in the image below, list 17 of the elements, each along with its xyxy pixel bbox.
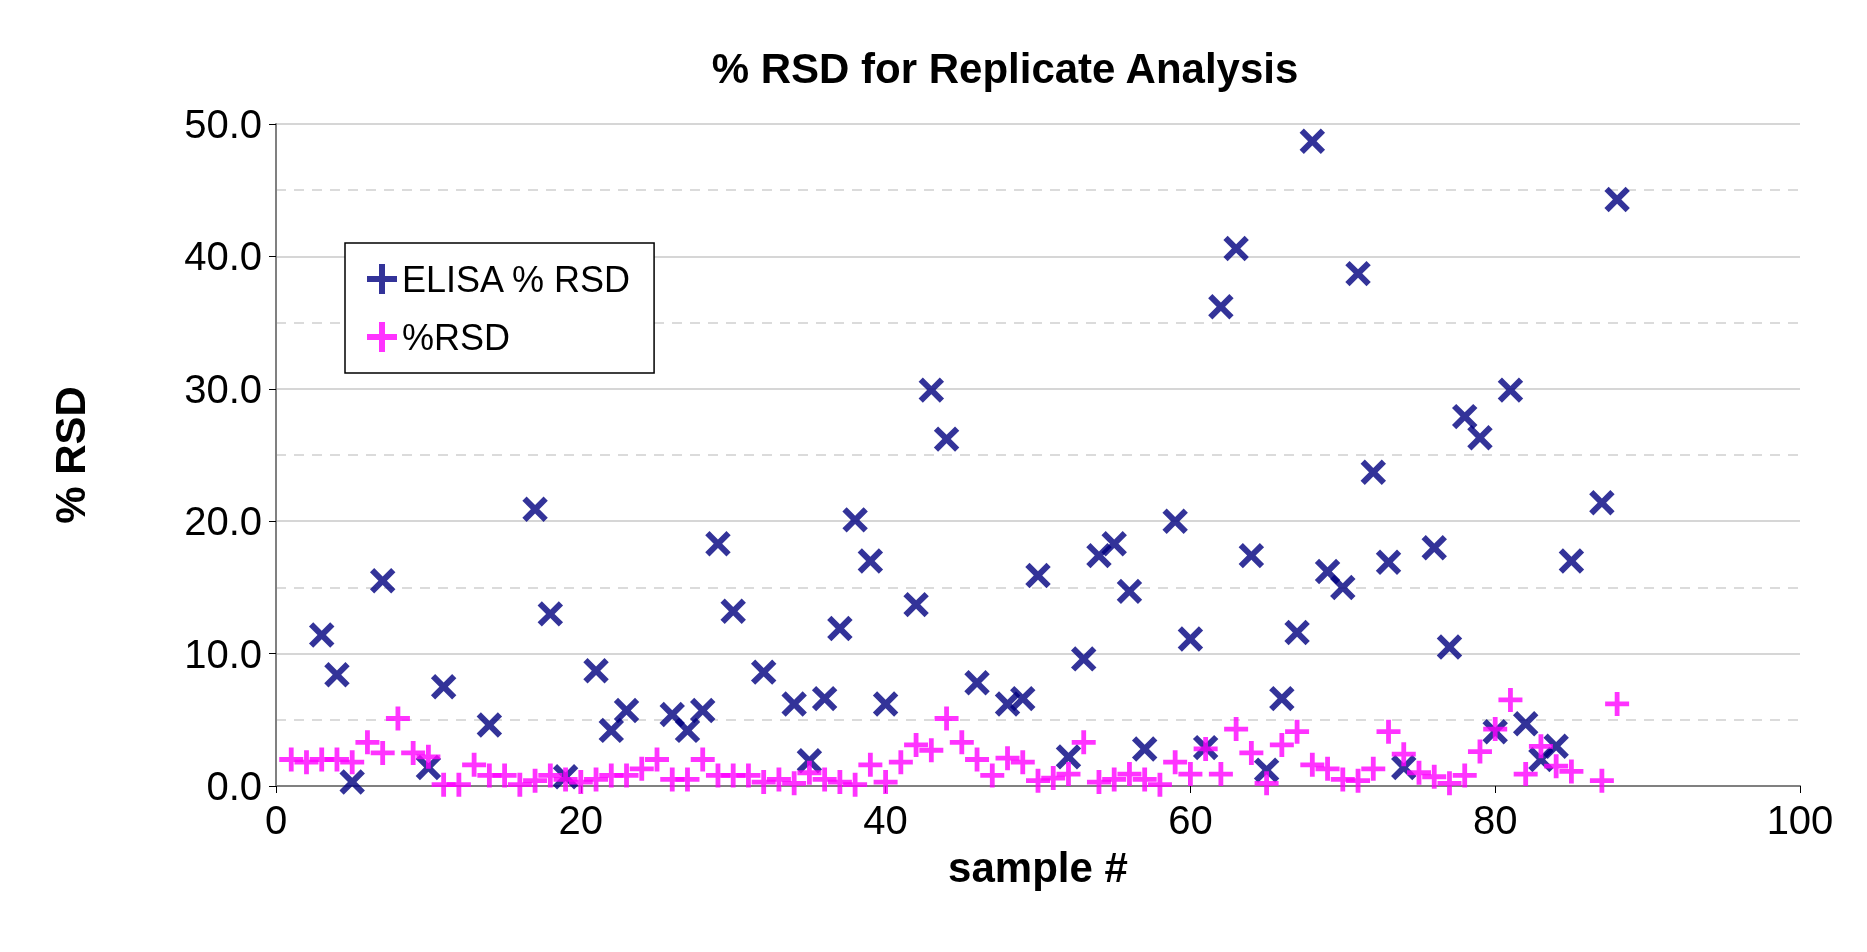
y-tick-label: 10.0 bbox=[184, 631, 262, 676]
x-tick-label: 100 bbox=[1766, 798, 1834, 842]
x-axis-title: sample # bbox=[948, 843, 1128, 891]
chart-title: % RSD for Replicate Analysis bbox=[711, 44, 1299, 92]
x-tick-label: 60 bbox=[1168, 798, 1213, 842]
legend-label: %RSD bbox=[402, 316, 511, 358]
x-tick-label: 20 bbox=[558, 798, 604, 842]
x-tick-label: 40 bbox=[863, 798, 908, 842]
y-tick-label: 20.0 bbox=[184, 499, 262, 544]
x-tick-label: 0 bbox=[264, 798, 288, 842]
y-tick-label: 30.0 bbox=[184, 366, 262, 411]
legend-label: ELISA % RSD bbox=[402, 258, 631, 300]
x-tick-label: 80 bbox=[1472, 798, 1518, 842]
y-tick-label: 50.0 bbox=[184, 102, 262, 146]
y-tick-label: 0.0 bbox=[206, 764, 262, 808]
y-axis-title: % RSD bbox=[46, 386, 94, 524]
y-tick-label: 40.0 bbox=[184, 234, 262, 279]
